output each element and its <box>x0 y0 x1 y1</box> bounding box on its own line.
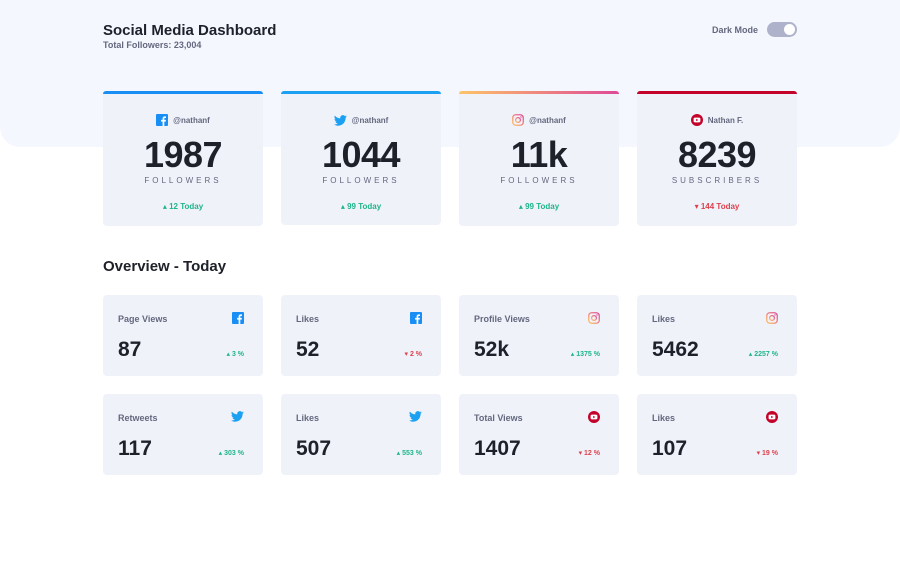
overview-value: 87 <box>118 338 142 361</box>
dark-mode-control: Dark Mode <box>712 22 797 37</box>
card-handle-text: @nathanf <box>529 115 566 125</box>
card-count: 1987 <box>143 134 223 175</box>
overview-label: Page Views <box>118 314 168 324</box>
overview-change-text: 2 % <box>409 351 422 358</box>
instagram-icon <box>512 114 525 126</box>
card-accent-bar <box>103 91 263 94</box>
card-unit: FOLLOWERS <box>144 176 222 185</box>
dark-mode-label: Dark Mode <box>711 24 758 35</box>
card-unit: FOLLOWERS <box>500 176 578 185</box>
instagram-icon <box>588 312 600 324</box>
card-handle: @nathanf <box>281 113 441 127</box>
overview-card[interactable]: Profile Views 52k ▴ 1375 % <box>459 295 619 376</box>
card-facebook[interactable]: @nathanf 1987 FOLLOWERS ▴ 12 Today <box>103 91 263 226</box>
card-handle: Nathan F. <box>637 113 797 127</box>
card-change: ▾ 144 Today <box>694 202 740 211</box>
facebook-icon <box>232 312 244 324</box>
overview-value: 117 <box>118 437 152 460</box>
overview-change: ▾ 2 % <box>404 351 422 358</box>
card-change-text: 99 Today <box>525 202 560 211</box>
total-followers: Total Followers: 23,004 <box>103 40 202 50</box>
overview-change: ▴ 303 % <box>218 450 244 457</box>
card-handle: @nathanf <box>103 113 263 127</box>
overview-change-text: 553 % <box>402 450 422 457</box>
overview-change-text: 1375 % <box>576 351 600 358</box>
page-header: Social Media Dashboard Total Followers: … <box>103 22 276 50</box>
instagram-icon <box>766 312 778 324</box>
card-handle-text: Nathan F. <box>707 115 744 125</box>
card-twitter[interactable]: @nathanf 1044 FOLLOWERS ▴ 99 Today <box>281 91 441 225</box>
overview-label: Likes <box>652 413 676 423</box>
youtube-icon <box>766 411 778 423</box>
overview-change: ▴ 3 % <box>226 351 244 358</box>
overview-card[interactable]: Retweets 117 ▴ 303 % <box>103 394 263 475</box>
overview-title: Overview - Today <box>103 258 227 275</box>
card-change: ▴ 99 Today <box>340 202 382 211</box>
overview-change-text: 19 % <box>762 450 778 457</box>
overview-label: Likes <box>296 413 320 423</box>
overview-change: ▴ 2257 % <box>748 351 778 358</box>
overview-change: ▾ 19 % <box>756 450 778 457</box>
youtube-icon <box>588 411 600 423</box>
toggle-knob <box>784 24 795 35</box>
overview-card[interactable]: Likes 52 ▾ 2 % <box>281 295 441 376</box>
overview-label: Retweets <box>118 413 158 423</box>
overview-label: Profile Views <box>474 314 530 324</box>
card-change: ▴ 99 Today <box>518 202 560 211</box>
card-accent-bar <box>459 91 619 94</box>
twitter-icon <box>333 114 347 126</box>
overview-change-text: 2257 % <box>754 351 778 358</box>
card-handle-text: @nathanf <box>351 115 389 125</box>
youtube-icon <box>690 114 703 126</box>
twitter-icon <box>409 411 422 422</box>
card-accent-bar <box>281 91 441 94</box>
card-handle-text: @nathanf <box>173 115 210 125</box>
overview-change: ▴ 553 % <box>396 450 422 457</box>
overview-card[interactable]: Likes 5462 ▴ 2257 % <box>637 295 797 376</box>
overview-label: Likes <box>652 314 676 324</box>
facebook-icon <box>410 312 422 324</box>
card-change-text: 144 Today <box>700 202 740 211</box>
card-change: ▴ 12 Today <box>162 202 204 211</box>
overview-value: 507 <box>296 437 332 460</box>
page-title: Social Media Dashboard <box>103 22 277 39</box>
overview-change: ▾ 12 % <box>578 450 600 457</box>
overview-card[interactable]: Likes 107 ▾ 19 % <box>637 394 797 475</box>
overview-card[interactable]: Likes 507 ▴ 553 % <box>281 394 441 475</box>
overview-value: 52 <box>296 338 320 361</box>
card-count: 8239 <box>677 134 757 175</box>
overview-change: ▴ 1375 % <box>570 351 600 358</box>
overview-change-text: 303 % <box>224 450 244 457</box>
card-accent-bar <box>637 91 797 94</box>
overview-change-text: 3 % <box>231 351 244 358</box>
card-change-text: 99 Today <box>347 202 382 211</box>
card-count: 11k <box>510 134 568 175</box>
facebook-icon <box>156 114 169 126</box>
follower-cards: @nathanf 1987 FOLLOWERS ▴ 12 Today @nath… <box>103 91 797 226</box>
overview-label: Likes <box>296 314 320 324</box>
dark-mode-toggle[interactable] <box>767 22 797 37</box>
card-handle: @nathanf <box>459 113 619 127</box>
overview-grid: Page Views 87 ▴ 3 % Likes 52 ▾ 2 % Profi… <box>103 295 797 475</box>
card-change-text: 12 Today <box>169 202 204 211</box>
overview-card[interactable]: Page Views 87 ▴ 3 % <box>103 295 263 376</box>
overview-label: Total Views <box>474 413 523 423</box>
card-unit: SUBSCRIBERS <box>671 176 763 185</box>
card-instagram[interactable]: @nathanf 11k FOLLOWERS ▴ 99 Today <box>459 91 619 226</box>
overview-value: 107 <box>652 437 688 460</box>
twitter-icon <box>231 411 244 422</box>
overview-card[interactable]: Total Views 1407 ▾ 12 % <box>459 394 619 475</box>
overview-value: 5462 <box>652 338 699 361</box>
overview-value: 1407 <box>474 437 521 460</box>
card-count: 1044 <box>321 134 401 175</box>
card-unit: FOLLOWERS <box>322 176 400 185</box>
card-youtube[interactable]: Nathan F. 8239 SUBSCRIBERS ▾ 144 Today <box>637 91 797 226</box>
overview-change-text: 12 % <box>584 450 600 457</box>
overview-value: 52k <box>474 338 510 361</box>
